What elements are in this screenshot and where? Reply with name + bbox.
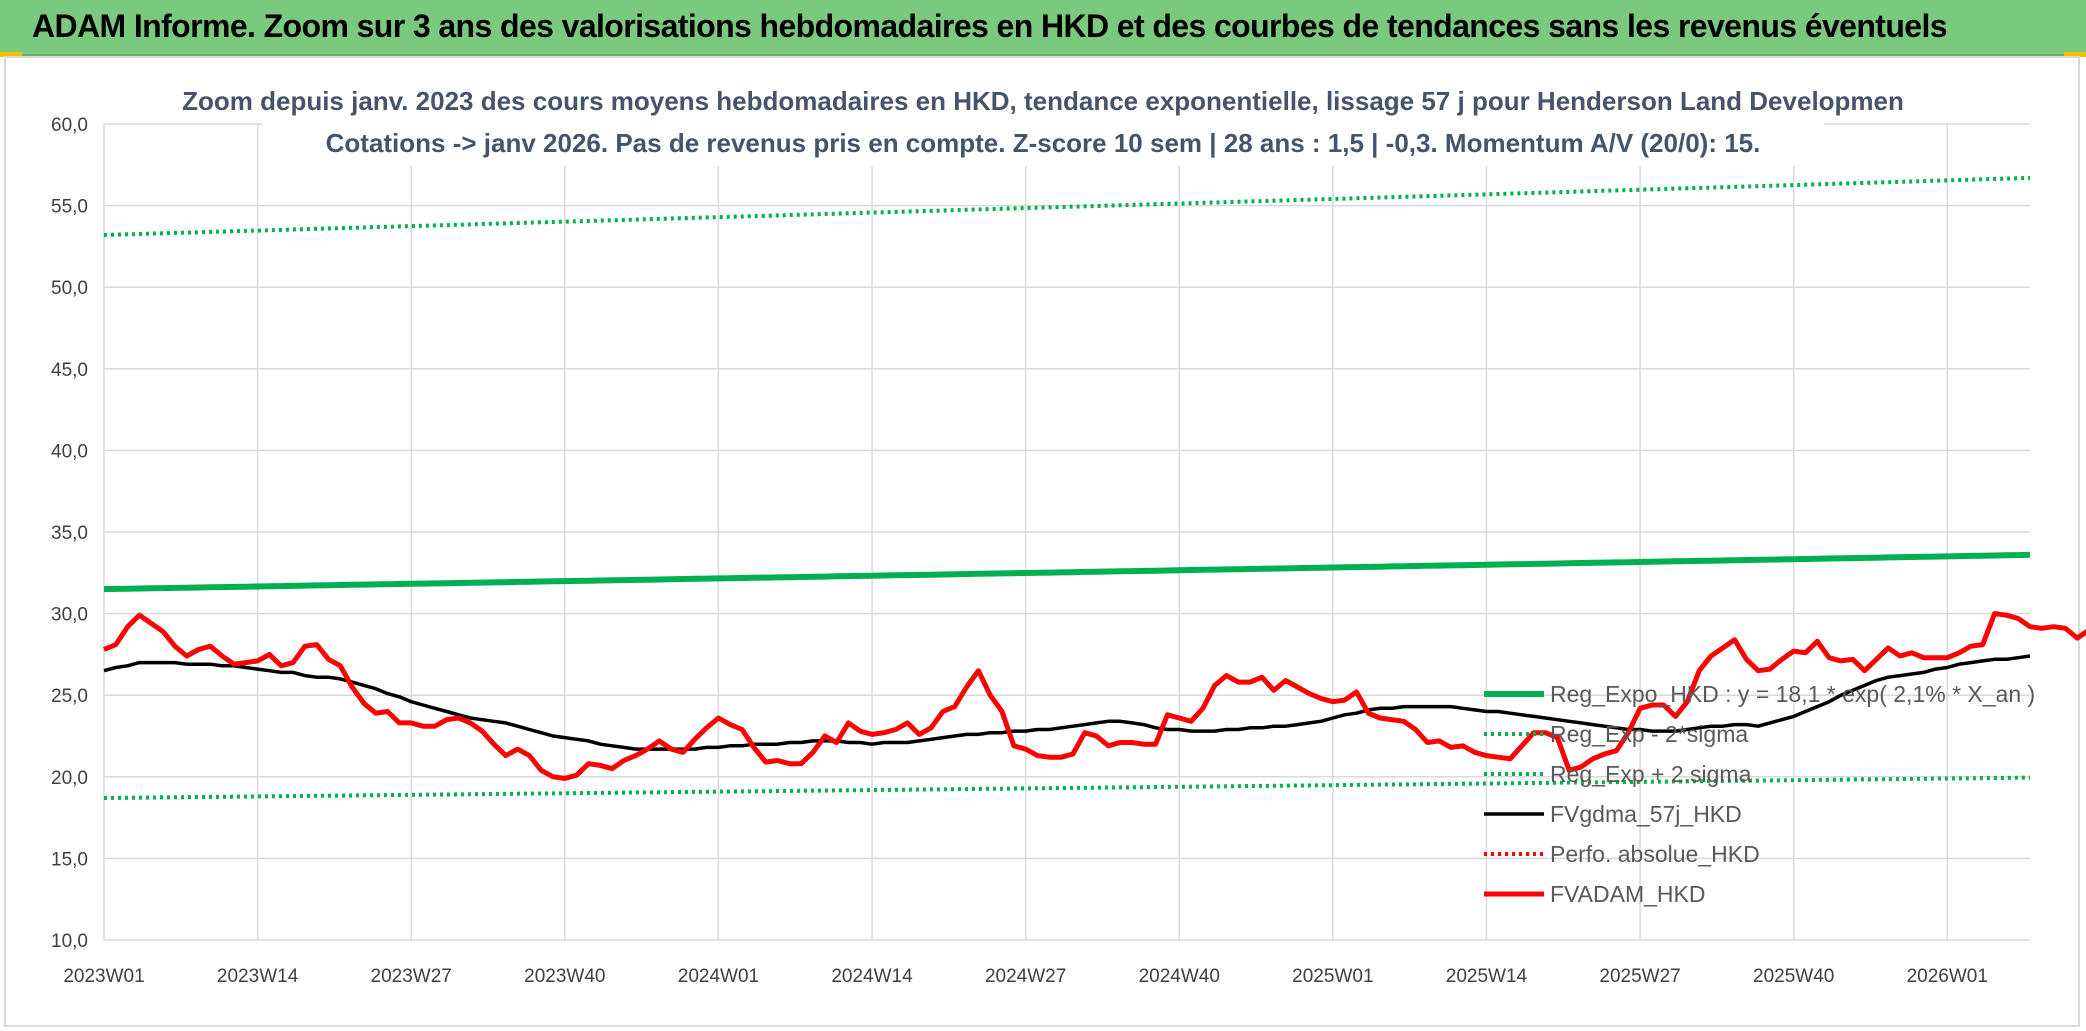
y-tick-label: 30,0	[51, 605, 88, 626]
series-line-5	[103, 611, 2086, 781]
chart-legend: Reg_Expo_HKD : y = 18,1 * exp( 2,1% * X_…	[1484, 681, 2035, 907]
legend-label-3: FVgdma_57j_HKD	[1550, 801, 1742, 827]
y-tick-label: 55,0	[51, 197, 88, 218]
x-tick-label: 2023W27	[371, 966, 452, 987]
x-axis-ticks: 2023W01 2023W14 2023W27 2023W40 2024W01 2024W…	[63, 966, 1988, 987]
x-tick-label: 2025W01	[1292, 966, 1373, 987]
legend-label-0: Reg_Expo_HKD : y = 18,1 * exp( 2,1% * X_…	[1550, 681, 2035, 707]
legend-label-2: Reg_Exp + 2.sigma	[1550, 761, 1752, 787]
corner-accent-left	[0, 52, 22, 57]
header-bar: ADAM Informe. Zoom sur 3 ans des valoris…	[0, 0, 2086, 56]
page-title: ADAM Informe. Zoom sur 3 ans des valoris…	[32, 8, 1948, 44]
series-line-2	[103, 175, 2031, 237]
x-tick-label: 2025W27	[1599, 966, 1680, 987]
chart-title-bg	[262, 82, 1824, 166]
y-tick-label: 45,0	[51, 360, 88, 381]
x-tick-label: 2023W40	[524, 966, 605, 987]
y-tick-label: 25,0	[51, 686, 88, 707]
y-tick-label: 40,0	[51, 441, 88, 462]
chart-series	[103, 175, 2086, 800]
x-tick-label: 2023W01	[63, 966, 144, 987]
legend-label-4: Perfo. absolue_HKD	[1550, 841, 1760, 867]
x-tick-label: 2026W01	[1907, 966, 1988, 987]
x-tick-label: 2024W14	[831, 966, 913, 987]
y-tick-label: 20,0	[51, 768, 88, 789]
series-line-3	[103, 654, 2031, 751]
x-tick-label: 2025W40	[1753, 966, 1834, 987]
corner-accent-right	[2064, 52, 2086, 57]
legend-label-5: FVADAM_HKD	[1550, 881, 1706, 907]
chart-title-line-1: Zoom depuis janv. 2023 des cours moyens …	[182, 86, 1904, 116]
x-tick-label: 2024W40	[1139, 966, 1220, 987]
x-tick-label: 2023W14	[217, 966, 299, 987]
series-line-1	[103, 775, 2031, 800]
x-tick-label: 2025W14	[1446, 966, 1528, 987]
legend-label-1: Reg_Exp - 2*sigma	[1550, 721, 1748, 747]
y-tick-label: 60,0	[51, 115, 88, 136]
series-line-0	[103, 551, 2031, 593]
y-tick-label: 35,0	[51, 523, 88, 544]
chart-grid	[103, 123, 2030, 941]
y-tick-label: 15,0	[51, 849, 88, 870]
x-tick-label: 2024W01	[678, 966, 759, 987]
chart-frame	[4, 56, 2080, 1027]
y-tick-label: 10,0	[51, 931, 88, 952]
x-tick-label: 2024W27	[985, 966, 1066, 987]
chart-title-line-2: Cotations -> janv 2026. Pas de revenus p…	[326, 128, 1761, 158]
y-tick-label: 50,0	[51, 278, 88, 299]
y-axis-ticks: 10,0 15,0 20,0 25,0 30,0 35,0 40,0 45,0 50,0 55,0…	[51, 115, 88, 952]
